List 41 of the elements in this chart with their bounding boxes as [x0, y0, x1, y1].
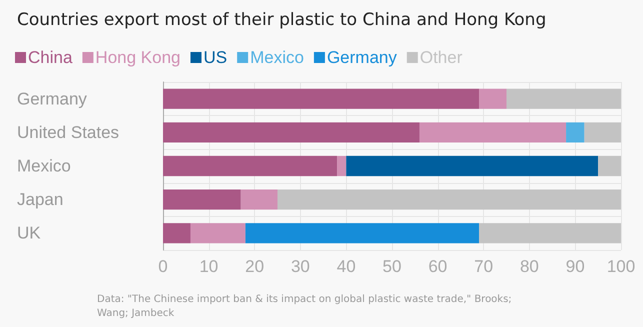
bar: [346, 156, 598, 176]
y-tick-label: United States: [17, 122, 120, 142]
bar: [163, 190, 241, 210]
legend-label: Hong Kong: [95, 48, 180, 67]
y-tick-label: Mexico: [17, 156, 71, 176]
x-tick-label: 60: [428, 257, 448, 276]
x-tick-label: 90: [566, 257, 585, 276]
x-tick-label: 40: [336, 257, 356, 276]
bar: [240, 190, 278, 210]
bar: [506, 88, 621, 109]
y-tick-label: Japan: [17, 190, 64, 210]
legend-label: US: [203, 48, 228, 67]
x-tick-label: 20: [245, 257, 264, 276]
bar: [163, 122, 420, 142]
bar: [479, 88, 506, 109]
text: Data: "The Chinese import ban & its impact on global plastic waste trade," Brooks; Wang; Jambeck: [97, 293, 513, 321]
bar: [598, 156, 621, 176]
bar: [245, 223, 480, 244]
x-tick-label: 80: [520, 257, 539, 276]
y-tick-label: Germany: [17, 89, 88, 108]
y-tick-label: UK: [17, 224, 42, 243]
bar: [337, 156, 346, 176]
bar: [419, 122, 566, 142]
bar: [566, 122, 584, 142]
chart-title: Countries export most of their plastic to China and Hong Kong: [17, 10, 546, 30]
bar: [190, 223, 246, 244]
x-tick-label: 50: [382, 257, 402, 276]
x-tick-label: 0: [158, 257, 168, 276]
x-tick-label: 70: [474, 257, 494, 276]
bar: [479, 223, 621, 244]
bar: [584, 122, 621, 142]
bar: [163, 223, 190, 244]
legend-label: Germany: [326, 48, 398, 67]
x-tick-label: 10: [199, 257, 218, 276]
bar: [163, 156, 338, 176]
bar: [163, 88, 480, 109]
legend-label: Mexico: [250, 48, 304, 67]
legend-label: China: [28, 48, 73, 67]
x-tick-label: 100: [606, 257, 636, 276]
bar: [278, 190, 621, 210]
x-tick-label: 30: [290, 257, 310, 276]
